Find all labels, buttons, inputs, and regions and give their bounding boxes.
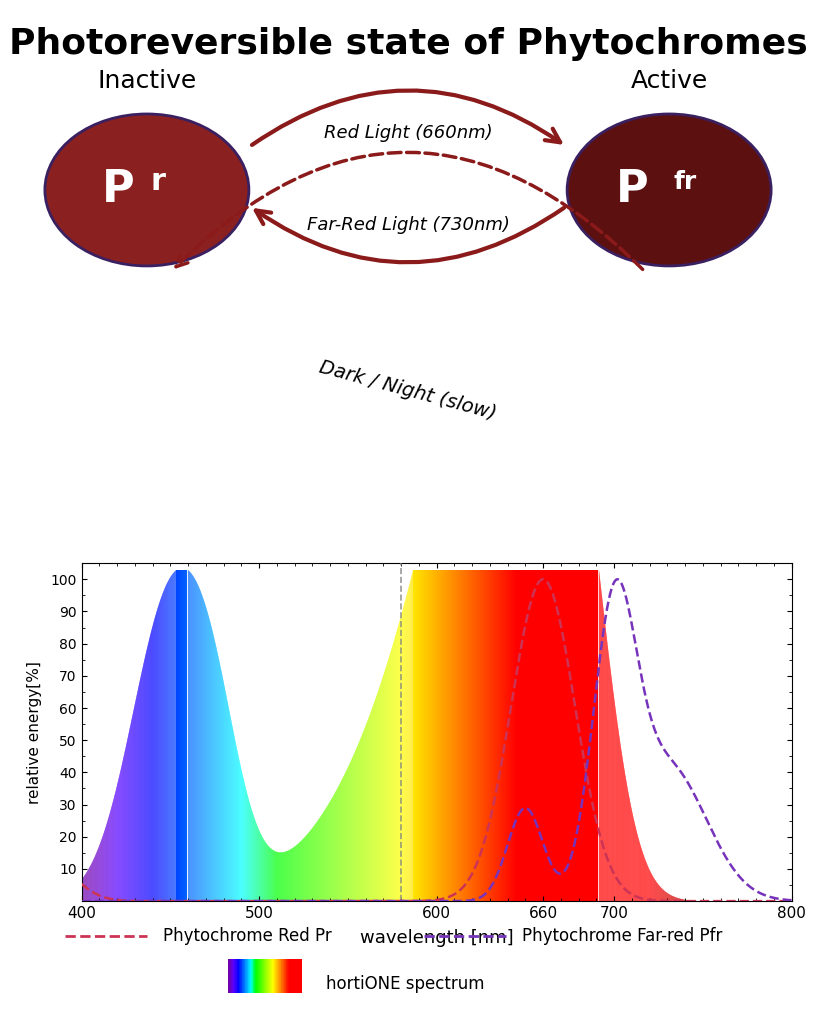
Ellipse shape (45, 114, 249, 266)
Text: hortiONE spectrum: hortiONE spectrum (326, 975, 485, 993)
Text: Phytochrome Far-red Pfr: Phytochrome Far-red Pfr (522, 927, 723, 944)
X-axis label: wavelength [nm]: wavelength [nm] (360, 930, 513, 947)
Text: r: r (151, 167, 166, 197)
Text: Dark / Night (slow): Dark / Night (slow) (317, 358, 499, 424)
Text: P: P (616, 169, 649, 211)
Text: Active: Active (631, 70, 707, 93)
Y-axis label: relative energy[%]: relative energy[%] (27, 660, 42, 804)
Text: Inactive: Inactive (97, 70, 197, 93)
Text: Red Light (660nm): Red Light (660nm) (324, 124, 492, 142)
Text: Far-Red Light (730nm): Far-Red Light (730nm) (307, 216, 509, 234)
Text: fr: fr (673, 170, 696, 194)
Ellipse shape (567, 114, 771, 266)
Text: P: P (102, 169, 135, 211)
Text: Phytochrome Red Pr: Phytochrome Red Pr (163, 927, 332, 944)
Text: Photoreversible state of Phytochromes: Photoreversible state of Phytochromes (9, 27, 807, 61)
